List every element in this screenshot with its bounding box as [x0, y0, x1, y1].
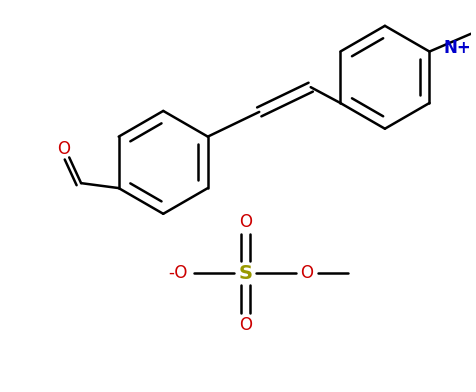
Text: O: O	[239, 316, 252, 334]
Text: S: S	[238, 264, 252, 283]
Text: N+: N+	[443, 38, 471, 56]
Text: O: O	[300, 264, 313, 282]
Text: -O: -O	[169, 264, 188, 282]
Text: O: O	[239, 213, 252, 231]
Text: O: O	[57, 140, 70, 158]
